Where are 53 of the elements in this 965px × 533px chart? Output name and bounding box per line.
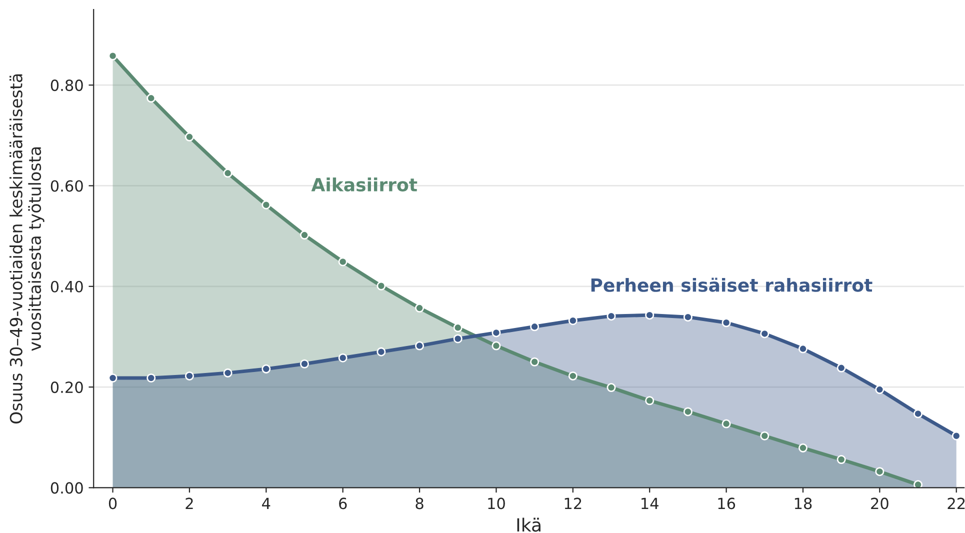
point <box>146 94 156 103</box>
x-tick-label: 0 <box>108 498 117 510</box>
point <box>875 467 884 476</box>
point <box>415 304 424 313</box>
point <box>760 431 770 440</box>
x-tick-label: 22 <box>948 498 965 510</box>
x-tick-label: 12 <box>564 498 582 510</box>
point <box>300 359 310 368</box>
point <box>722 419 731 428</box>
y-tick-label: 0.40 <box>50 280 83 292</box>
point <box>836 455 846 464</box>
point <box>568 371 578 380</box>
point <box>914 480 923 488</box>
y-tick-label: 0.20 <box>50 382 83 394</box>
x-tick-label: 6 <box>339 498 347 510</box>
x-tick-label: 14 <box>642 498 658 510</box>
point <box>300 230 310 240</box>
y-axis-title: Osuus 30–49-vuotiaiden keskimääräisestä vuosittaisesta työtulosta <box>10 74 44 424</box>
text: Aikasiirrot <box>311 178 418 192</box>
x-tick-label: 20 <box>871 498 888 510</box>
x-tick-label: 8 <box>416 498 424 510</box>
point <box>338 353 348 362</box>
point <box>453 334 462 344</box>
point <box>223 168 232 178</box>
y-tick-label: 0.00 <box>50 482 83 494</box>
point <box>530 357 540 366</box>
x-tick-label: 10 <box>488 498 505 510</box>
series-label: Perheen sisäiset rahasiirrot <box>591 278 872 292</box>
x-axis-title: Ikä <box>517 518 540 532</box>
point <box>914 409 923 418</box>
point <box>645 396 654 406</box>
point <box>415 341 424 350</box>
point <box>453 323 462 332</box>
point <box>492 341 501 350</box>
y-tick-label: 0.80 <box>50 80 83 92</box>
point <box>223 368 232 378</box>
x-tick-label: 16 <box>718 498 736 510</box>
x-tick-label: 18 <box>794 498 812 510</box>
y-tick-label: 0.60 <box>50 180 83 192</box>
point <box>338 257 348 266</box>
x-tick-label: 2 <box>186 498 193 510</box>
point <box>376 347 386 356</box>
x-tick-label: 4 <box>262 498 270 510</box>
point <box>606 383 616 392</box>
point <box>376 281 386 290</box>
point <box>184 132 194 142</box>
point <box>146 373 156 382</box>
point <box>262 364 271 374</box>
point <box>184 371 194 380</box>
point <box>262 200 271 210</box>
point <box>683 407 692 416</box>
point <box>798 443 808 452</box>
point <box>875 385 884 394</box>
